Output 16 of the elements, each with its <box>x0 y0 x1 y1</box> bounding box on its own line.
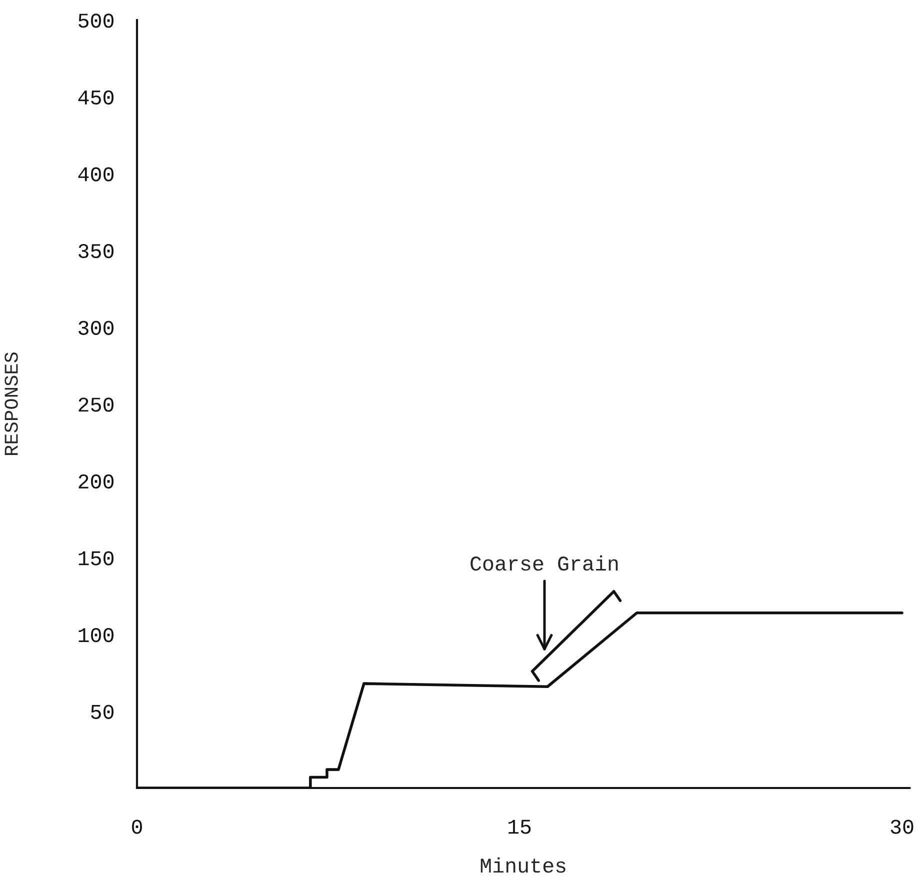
y-axis-title: RESPONSES <box>4 352 18 455</box>
annotation: Coarse Grain <box>470 555 618 571</box>
y-tick-label: 50 <box>91 704 114 719</box>
y-tick-label: 350 <box>78 244 114 258</box>
y-tick-label: 400 <box>78 167 114 182</box>
x-tick-label: 30 <box>890 820 914 834</box>
y-tick-label: 250 <box>78 398 114 412</box>
y-tick-label: 150 <box>78 551 114 566</box>
y-tick-label: 500 <box>78 14 114 28</box>
x-tick-label: 0 <box>132 820 142 834</box>
x-tick-label: 15 <box>508 820 531 834</box>
y-tick-label: 450 <box>78 90 114 105</box>
y-tick-label: 200 <box>78 474 114 489</box>
x-axis-title: Minutes <box>480 857 566 873</box>
y-tick-label: 100 <box>78 628 114 642</box>
y-tick-label: 300 <box>78 320 114 335</box>
